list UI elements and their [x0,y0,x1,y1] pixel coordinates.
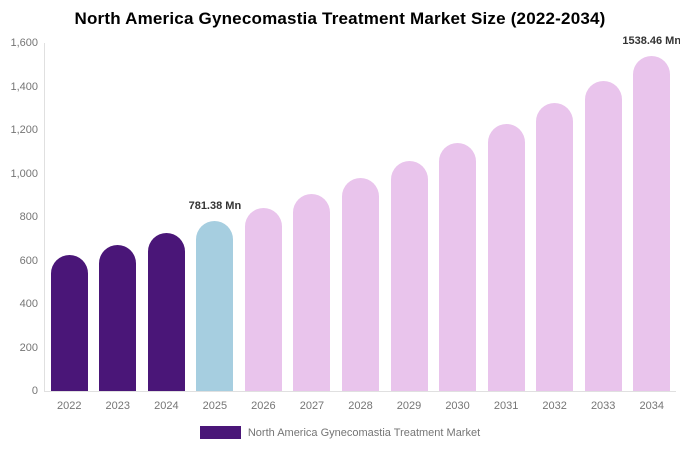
x-axis-tick-label-2032: 2032 [542,400,567,412]
bar-2032[interactable] [536,103,574,391]
x-axis-tick-label-2028: 2028 [348,400,373,412]
bar-2023[interactable] [99,244,137,391]
bar-2027[interactable] [293,193,331,391]
y-axis-tick-label: 1,200 [10,124,38,136]
bar-2025[interactable] [196,221,234,391]
x-axis-tick-label-2026: 2026 [251,400,276,412]
x-axis-tick-label-2031: 2031 [493,400,519,412]
y-axis-tick-label: 800 [19,211,38,223]
bar-2026[interactable] [244,207,282,391]
legend-swatch [199,426,241,439]
y-axis-tick-label: 1,400 [10,80,38,93]
y-axis-tick-label: 200 [19,341,38,354]
y-axis-tick-label: 1,600 [10,37,38,49]
x-axis-tick-label-2027: 2027 [299,400,325,412]
data-label-2034: 1538.46 Mn [622,35,680,48]
x-axis-tick-label-2024: 2024 [154,400,179,412]
x-axis-tick-label-2029: 2029 [396,400,422,412]
x-axis-tick-label-2025: 2025 [202,400,228,412]
bar-2030[interactable] [439,143,477,391]
bar-2022[interactable] [50,255,88,391]
x-axis-tick-label-2023: 2023 [105,400,131,412]
chart-title: North America Gynecomastia Treatment Mar… [74,9,606,28]
x-axis-tick-label-2033: 2033 [590,400,616,412]
bar-2031[interactable] [487,123,525,391]
y-axis-tick-label: 1,000 [10,167,38,180]
bar-2029[interactable] [390,161,428,391]
y-axis-tick-label: 0 [31,385,38,397]
data-label-2025: 781.38 Mn [188,200,242,213]
y-axis-tick-label: 600 [19,254,38,267]
x-axis-tick-label-2034: 2034 [639,400,664,412]
x-axis-tick-label-2022: 2022 [57,400,82,412]
y-axis-line [44,43,45,391]
x-axis-line [44,391,676,392]
bar-2028[interactable] [342,178,379,391]
legend-label: North America Gynecomastia Treatment Mar… [247,426,481,439]
bar-2033[interactable] [584,80,622,391]
x-axis-tick-label-2030: 2030 [445,400,470,412]
bar-2024[interactable] [147,233,185,391]
y-axis-tick-label: 400 [19,298,38,310]
legend-item[interactable]: North America Gynecomastia Treatment Mar… [0,426,680,439]
bar-2034[interactable] [633,56,671,391]
